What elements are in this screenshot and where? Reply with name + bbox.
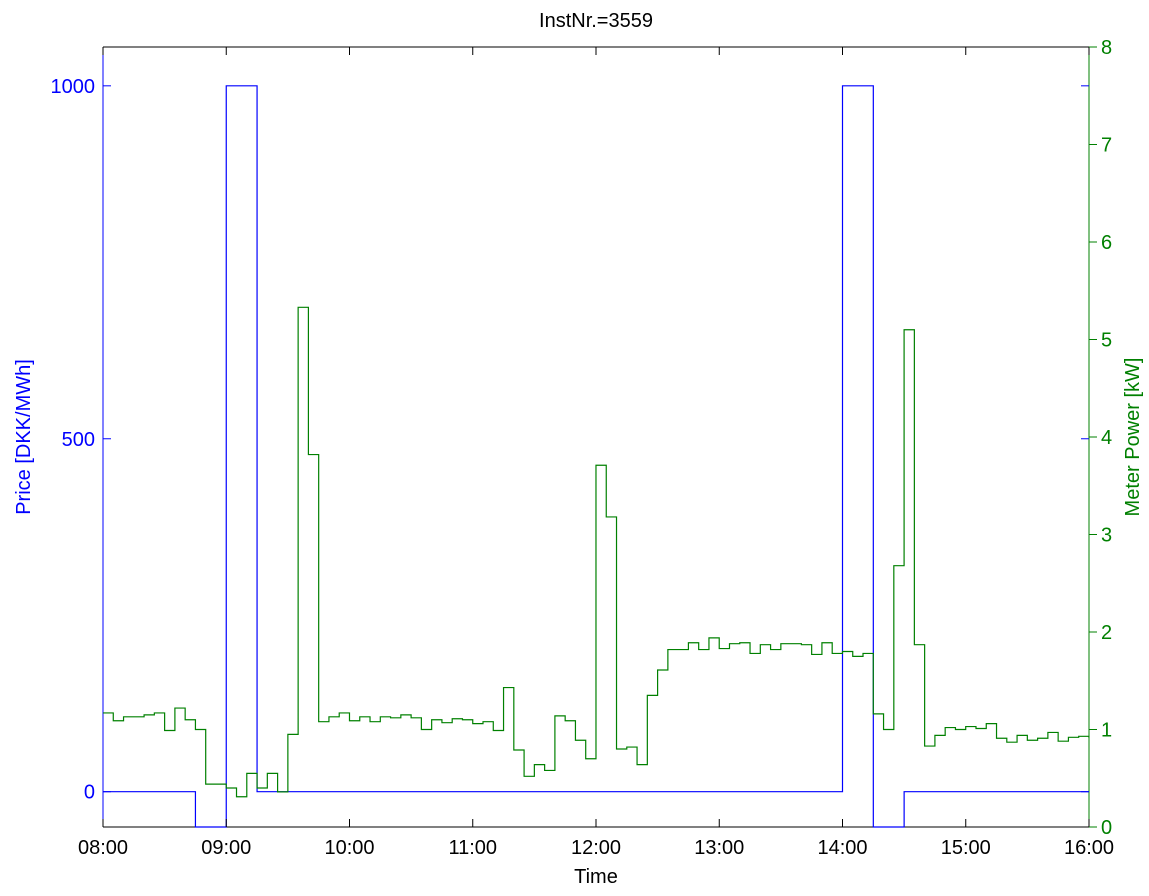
y-left-tick-label: 0 [84,782,95,804]
y-right-tick-label: 0 [1101,817,1112,839]
y-right-tick-label: 7 [1101,135,1112,157]
y-right-tick-label: 2 [1101,622,1112,644]
y-left-axis-label: Price [DKK/MWh] [13,359,35,515]
x-tick-label: 12:00 [571,837,621,859]
y-right-tick-label: 6 [1101,232,1112,254]
chart-title: InstNr.=3559 [539,10,653,32]
y-left-tick-label: 1000 [51,76,96,98]
y-right-tick-label: 8 [1101,37,1112,59]
x-tick-label: 16:00 [1064,837,1114,859]
series-meter-power-line [103,306,1090,798]
x-tick-label: 15:00 [941,837,991,859]
y-left-tick-label: 500 [62,429,95,451]
y-right-tick-label: 5 [1101,330,1112,352]
x-tick-label: 14:00 [817,837,867,859]
x-tick-label: 10:00 [324,837,374,859]
y-right-tick-label: 3 [1101,525,1112,547]
y-right-tick-label: 1 [1101,720,1112,742]
y-right-tick-label: 4 [1101,427,1112,449]
x-tick-label: 08:00 [78,837,128,859]
x-tick-label: 13:00 [694,837,744,859]
x-tick-label: 09:00 [201,837,251,859]
x-axis-label: Time [574,866,618,888]
series-price-line [103,85,1089,828]
x-tick-label: 11:00 [448,837,497,859]
y-right-axis-label: Meter Power [kW] [1122,358,1144,517]
